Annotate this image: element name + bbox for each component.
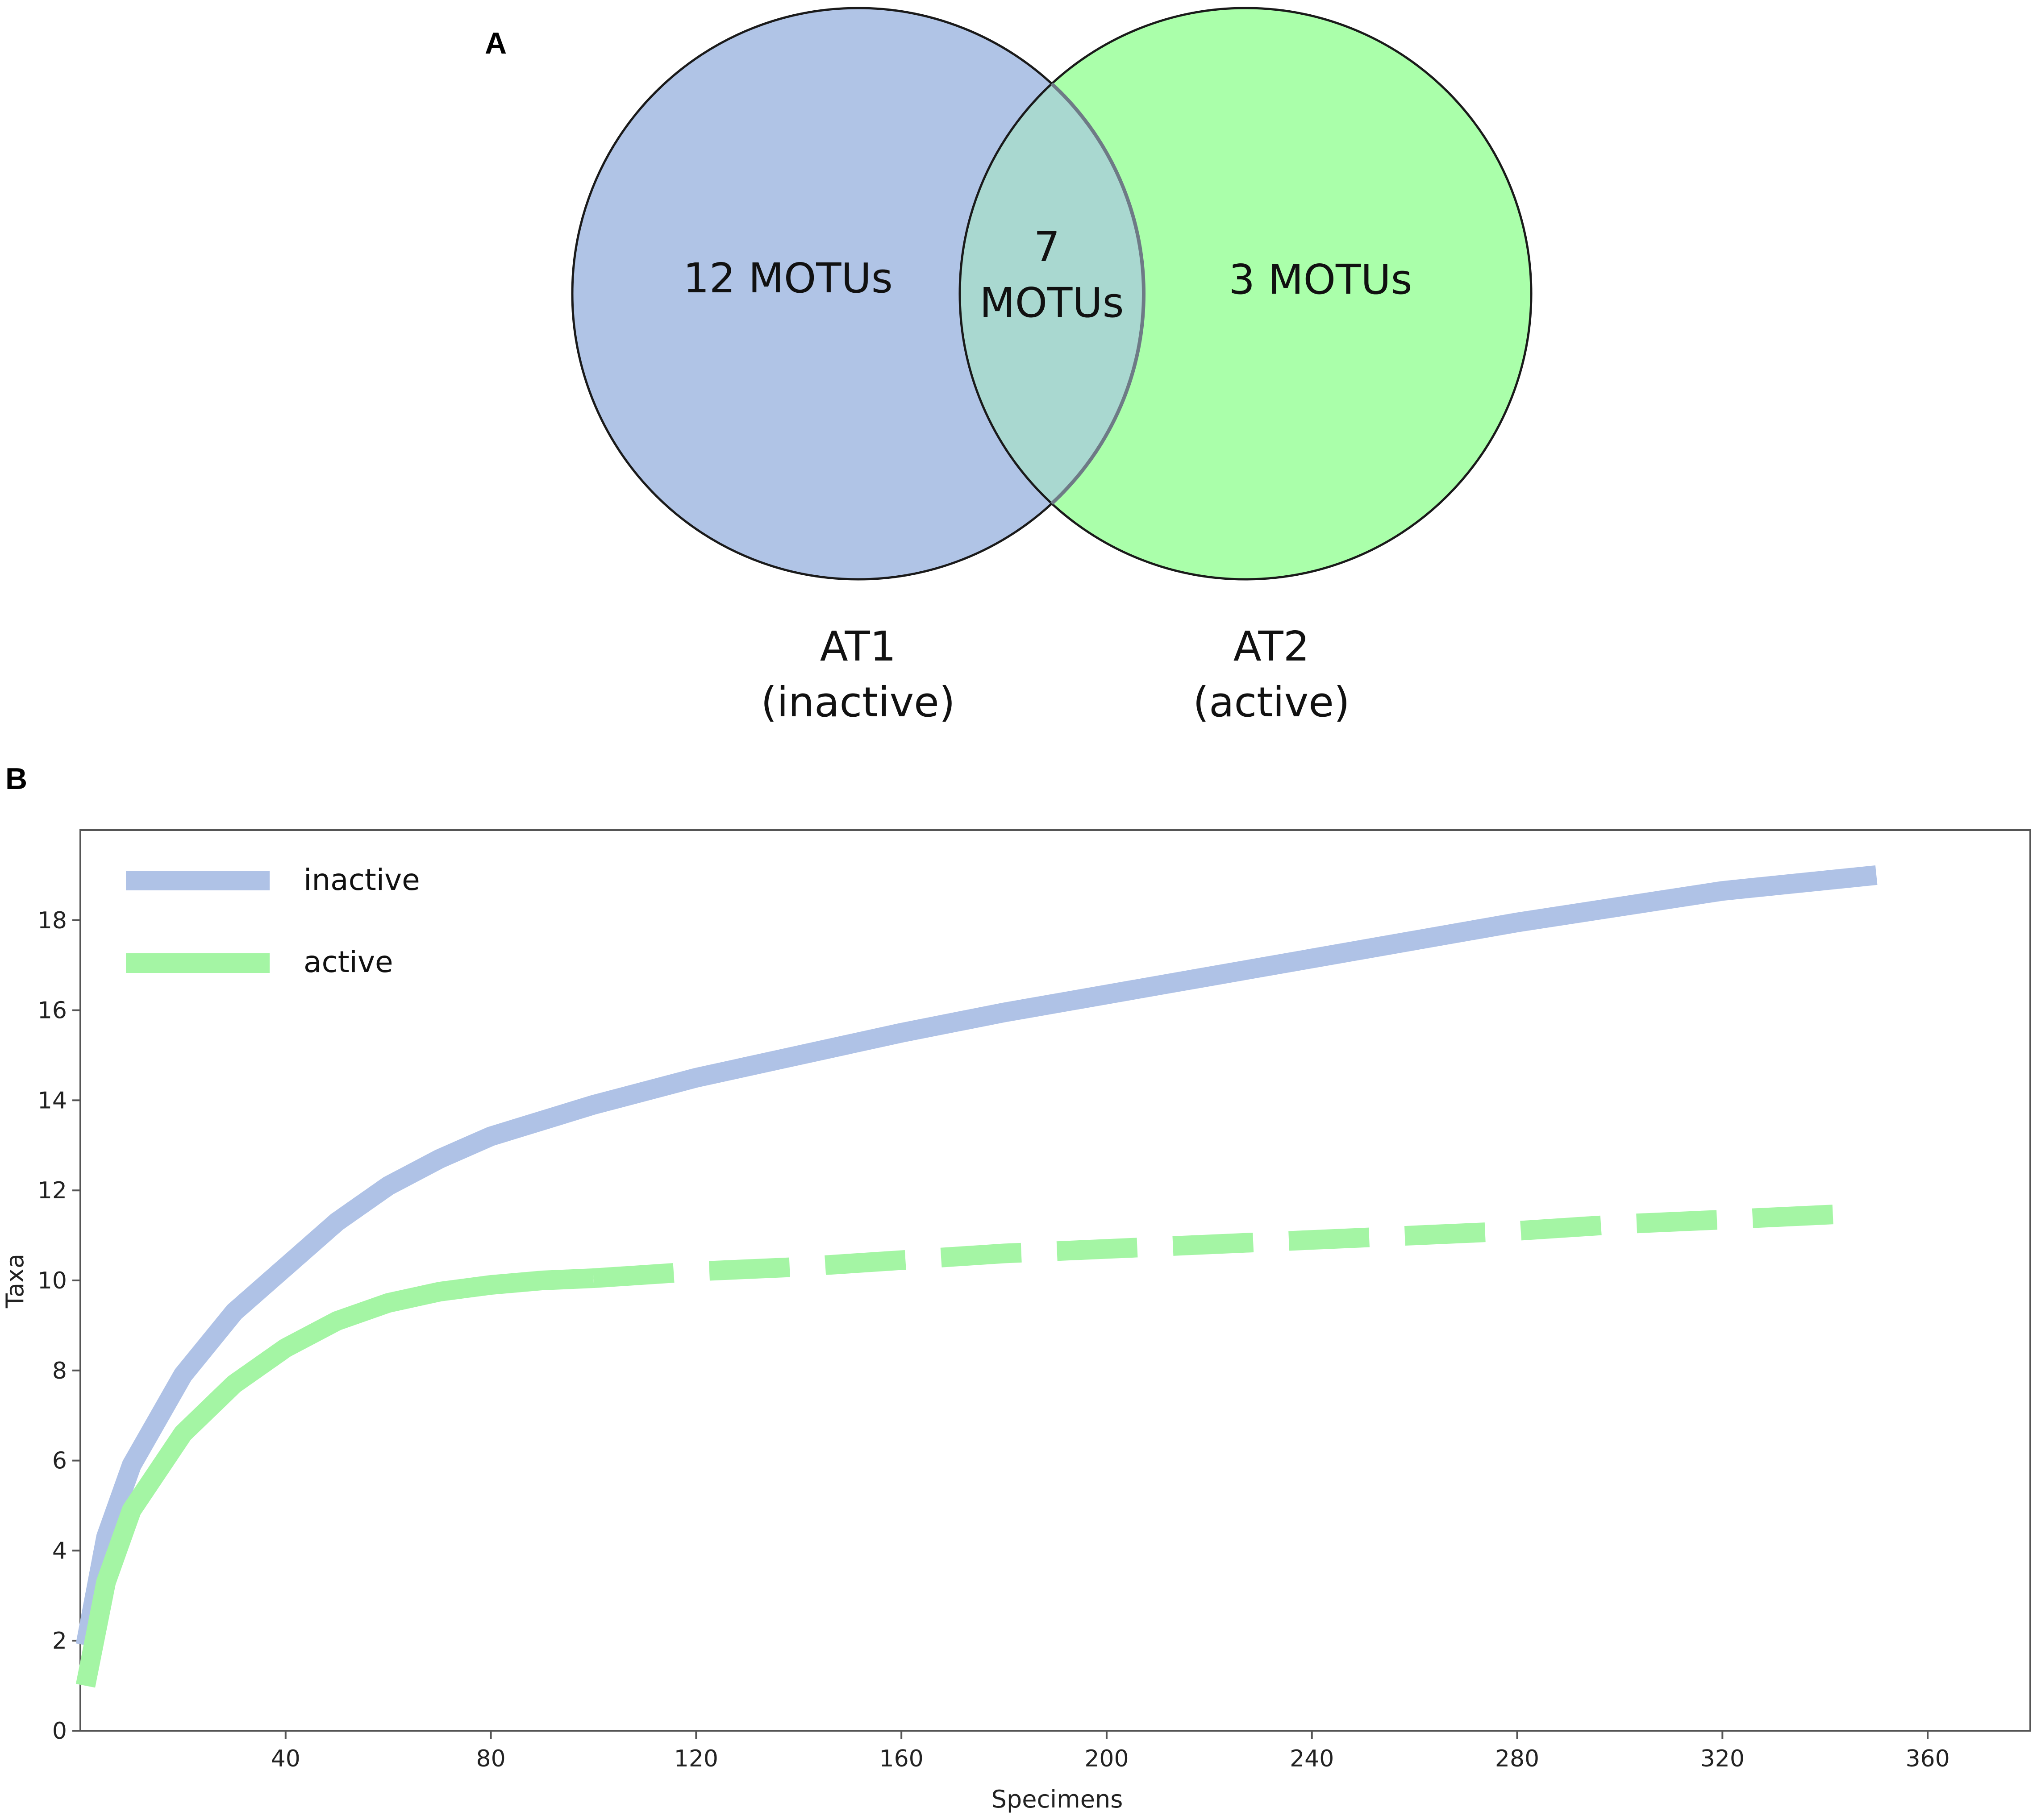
- x-tick-label: 240: [1290, 1745, 1334, 1772]
- venn-overlap-outline: [960, 8, 1146, 579]
- venn-diagram: 12 MOTUs 7 MOTUs 3 MOTUs AT1 (inactive) …: [571, 7, 1533, 726]
- y-tick-label: 12: [37, 1177, 67, 1204]
- y-tick-label: 14: [37, 1087, 67, 1114]
- x-axis: 40 80 120 160 200 240 280 320 360: [271, 1731, 1950, 1772]
- plot-frame: [79, 829, 2031, 1732]
- x-tick-label: 320: [1700, 1745, 1745, 1772]
- set-label-at2-name: AT2: [1233, 623, 1310, 670]
- x-tick-label: 160: [879, 1745, 924, 1772]
- legend: inactive active: [126, 863, 420, 979]
- y-tick-label: 4: [52, 1537, 67, 1564]
- venn-outline-at2: [958, 7, 1533, 581]
- set-label-at1-name: AT1: [820, 623, 896, 670]
- set-label-at1-state: (inactive): [761, 678, 955, 726]
- set-label-at2-state: (active): [1193, 678, 1350, 726]
- series-line-active-solid: [75, 1268, 594, 1688]
- y-tick-label: 8: [52, 1358, 67, 1384]
- x-tick-label: 40: [271, 1745, 300, 1772]
- y-tick-label: 16: [37, 997, 67, 1024]
- y-tick-label: 0: [52, 1718, 67, 1745]
- y-tick-label: 2: [52, 1628, 67, 1654]
- series-line-inactive: [75, 865, 1878, 1647]
- panel-a-label: A: [485, 26, 507, 60]
- y-axis: 0 2 4 6 8 10 12 14 16 18: [37, 907, 80, 1745]
- venn-right-count: 3 MOTUs: [1229, 256, 1412, 303]
- y-tick-label: 18: [37, 907, 67, 934]
- legend-label-inactive: inactive: [304, 863, 420, 897]
- venn-left-count: 12 MOTUs: [683, 254, 893, 302]
- x-tick-label: 280: [1495, 1745, 1539, 1772]
- x-axis-title: Specimens: [991, 1785, 1123, 1813]
- x-tick-label: 80: [476, 1745, 505, 1772]
- venn-overlap-count: 7: [1034, 223, 1060, 271]
- series-line-active-dashed: [593, 1203, 1867, 1288]
- y-tick-label: 6: [52, 1448, 67, 1475]
- series-layer: [75, 865, 1878, 1688]
- panel-b-label: B: [5, 762, 27, 796]
- rarefaction-chart: 40 80 120 160 200 240 280 320 360 0 2 4 6 8 10 12 14 16 1…: [1, 829, 2031, 1813]
- x-tick-label: 120: [674, 1745, 718, 1772]
- legend-label-active: active: [304, 945, 393, 979]
- venn-overlap: [960, 8, 1144, 579]
- y-tick-label: 10: [37, 1267, 67, 1294]
- venn-overlap-unit: MOTUs: [979, 279, 1124, 327]
- y-axis-title: Taxa: [1, 1254, 29, 1309]
- x-tick-label: 200: [1084, 1745, 1129, 1772]
- x-tick-label: 360: [1905, 1745, 1950, 1772]
